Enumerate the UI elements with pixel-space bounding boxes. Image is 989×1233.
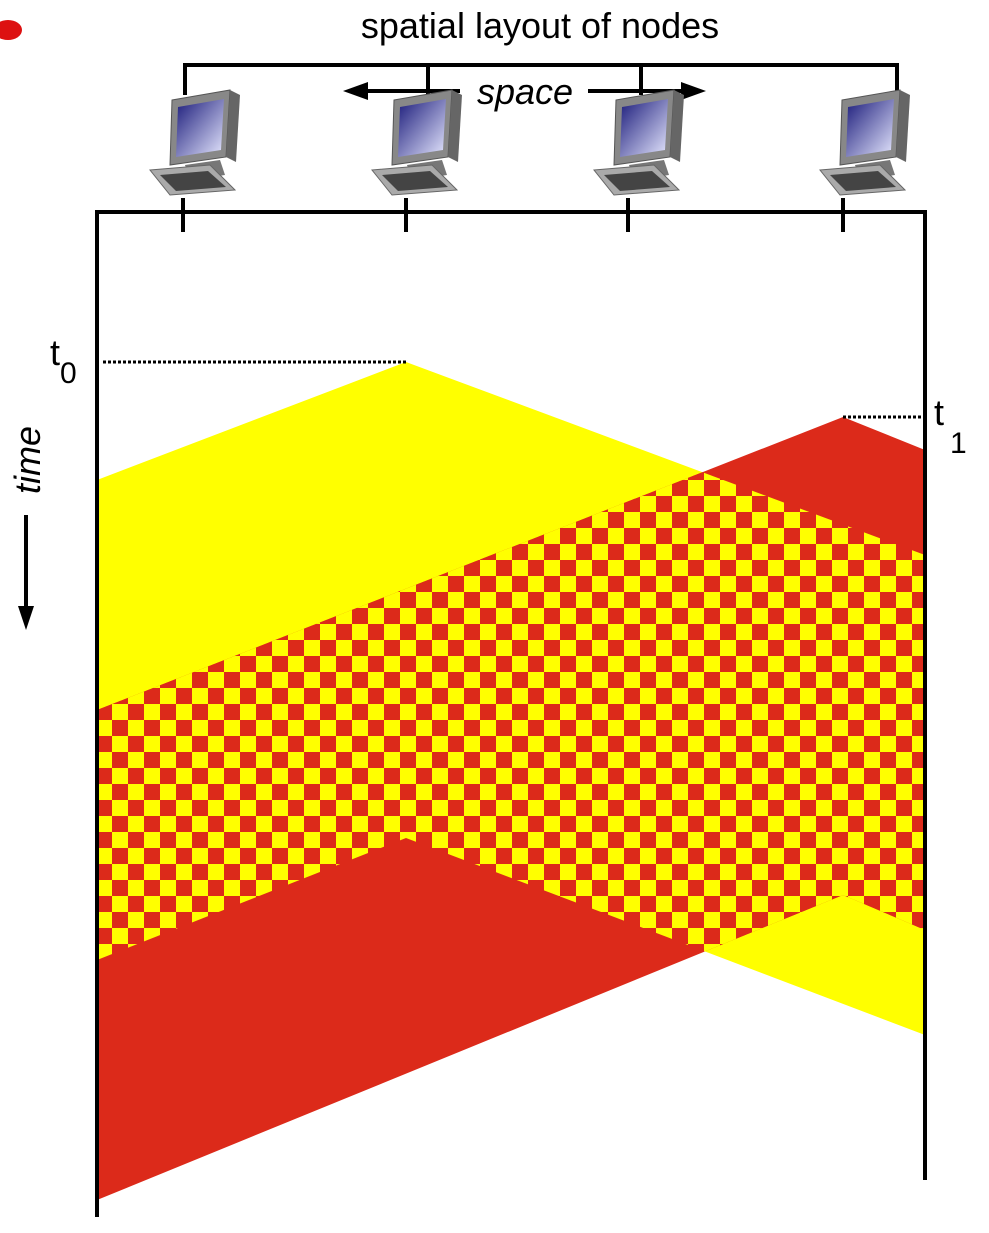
- time-label: time: [7, 426, 48, 494]
- t1-label: t1: [934, 392, 967, 460]
- computer: [149, 89, 241, 196]
- computer: [371, 89, 463, 196]
- computer: [593, 89, 685, 196]
- space-label: space: [477, 71, 573, 112]
- title: spatial layout of nodes: [361, 5, 719, 46]
- bus: [95, 198, 927, 1217]
- time-arrow: [18, 515, 34, 630]
- computer: [819, 89, 911, 196]
- time-markers: [103, 360, 925, 419]
- red-dot: [0, 20, 22, 40]
- t0-label: t0: [50, 332, 77, 390]
